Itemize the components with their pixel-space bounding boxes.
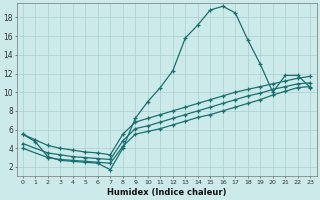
X-axis label: Humidex (Indice chaleur): Humidex (Indice chaleur) <box>107 188 226 197</box>
